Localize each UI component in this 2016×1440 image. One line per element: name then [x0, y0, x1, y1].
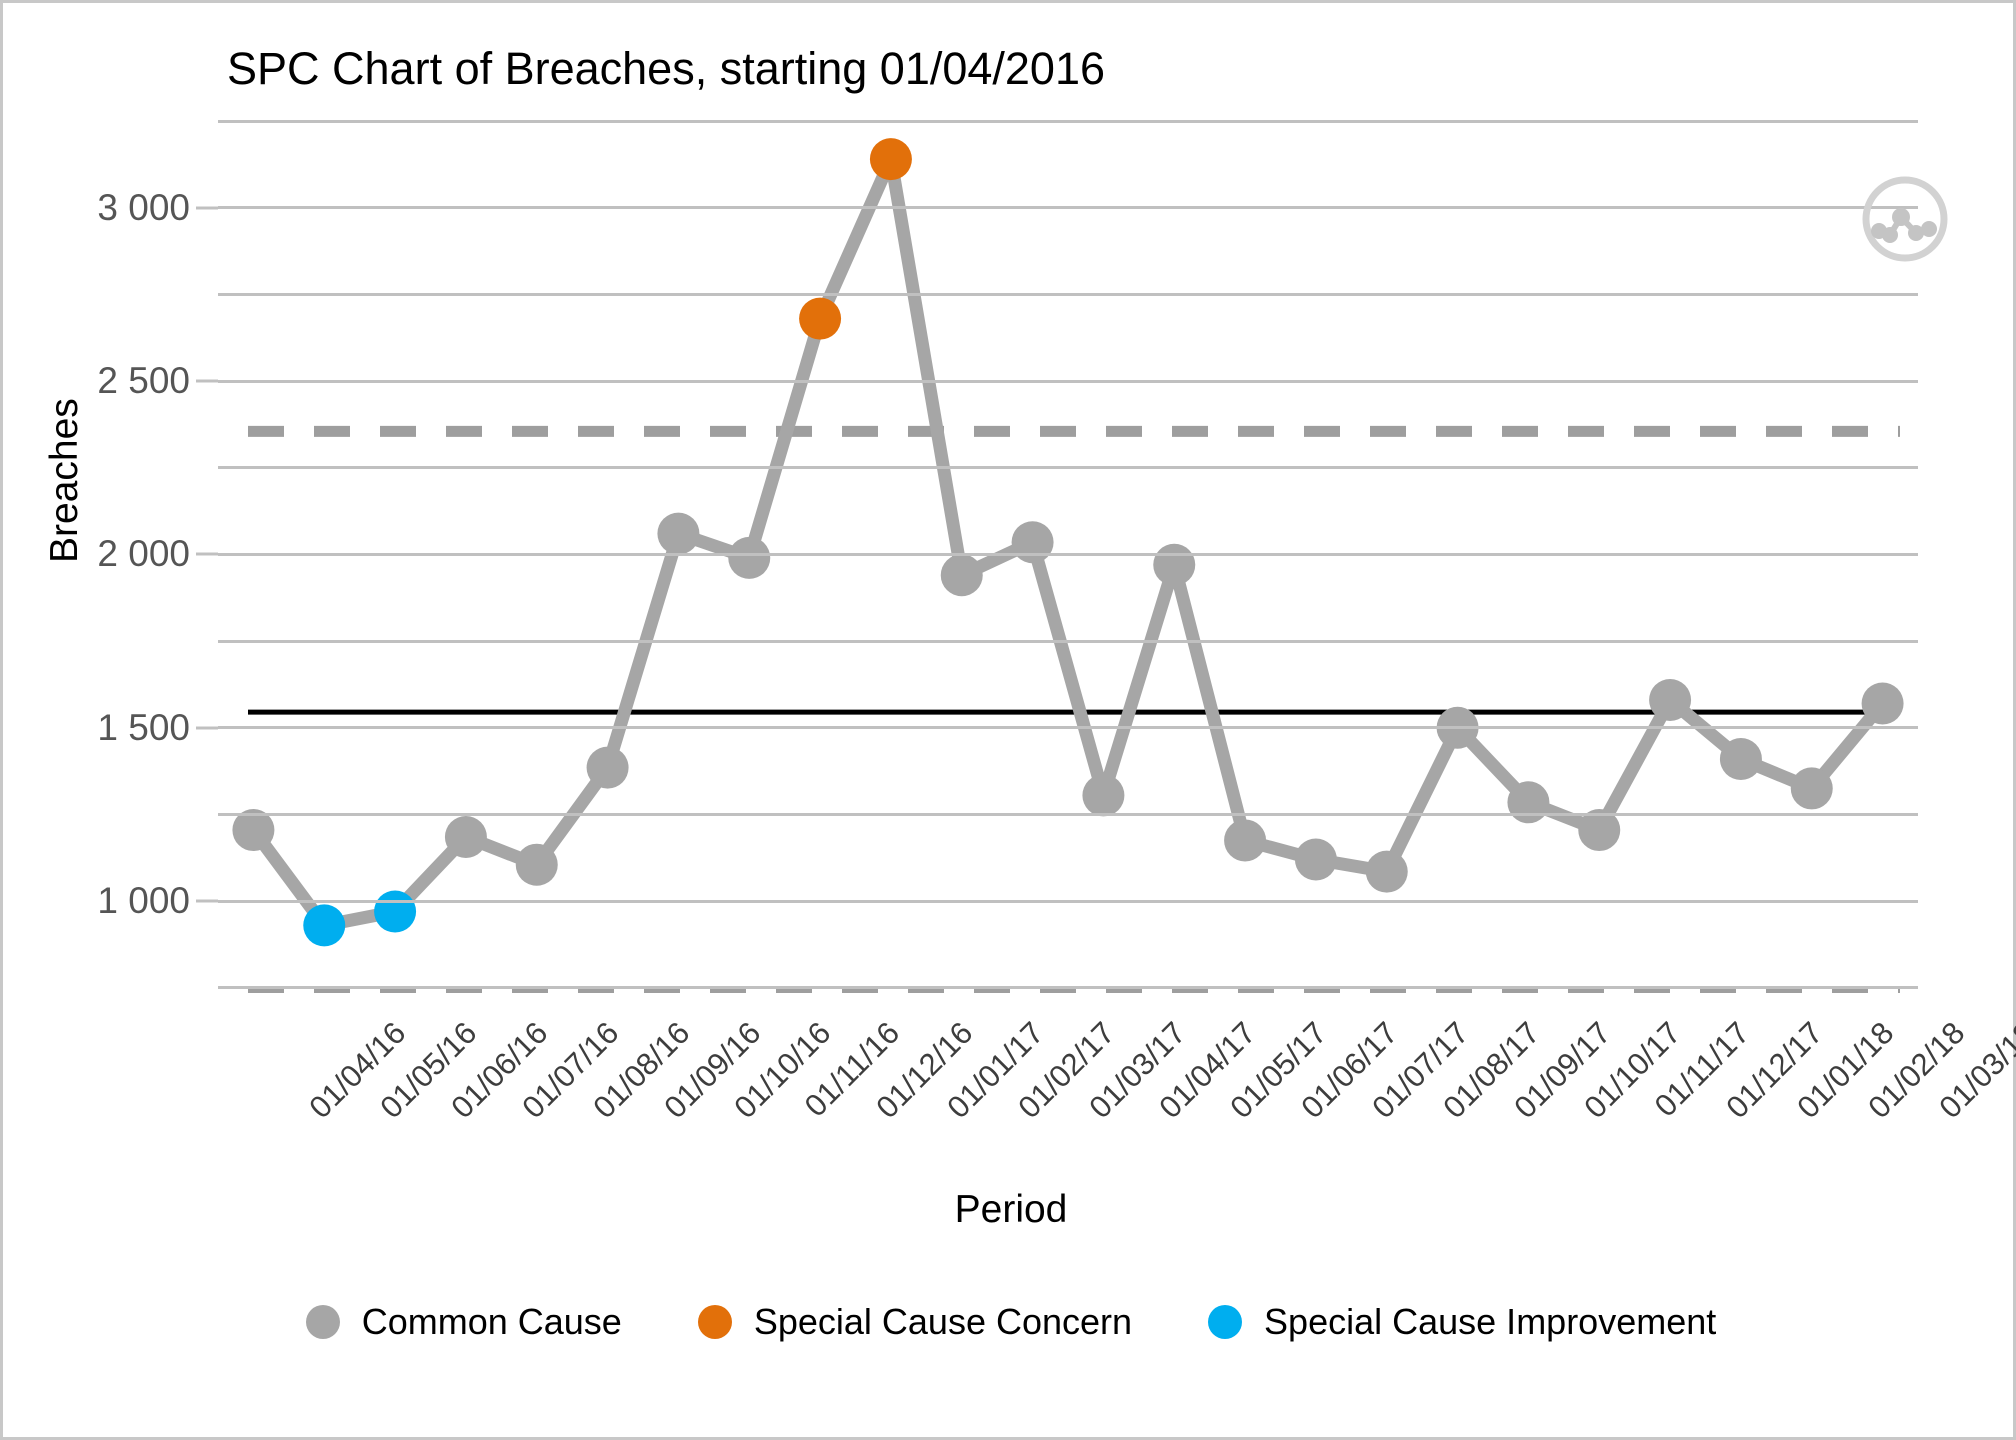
y-axis-tick-mark [196, 379, 218, 383]
y-axis-tick-mark [196, 552, 218, 556]
legend-label: Common Cause [361, 1301, 622, 1342]
legend-marker-icon [697, 1305, 732, 1339]
data-point-common[interactable] [728, 536, 771, 579]
gridline [218, 379, 1918, 383]
legend-item[interactable]: Special Cause Improvement [1208, 1301, 1716, 1343]
gridline [218, 119, 1918, 123]
gridline [218, 639, 1918, 643]
legend-label: Special Cause Improvement [1264, 1301, 1717, 1342]
spc-chart-logo-icon [1859, 173, 1951, 265]
series-line [246, 152, 1890, 932]
gridline [218, 899, 1918, 903]
y-axis-tick-mark [196, 899, 218, 903]
y-axis-tick-label: 1 500 [97, 706, 190, 748]
gridline [218, 812, 1918, 816]
legend-marker-icon [305, 1305, 340, 1339]
y-axis-tick-label: 1 000 [97, 880, 190, 922]
gridline [218, 206, 1918, 210]
data-point-common[interactable] [657, 512, 700, 555]
data-point-common[interactable] [444, 815, 487, 858]
data-point-common[interactable] [1507, 781, 1550, 824]
x-axis-title: Period [954, 1188, 1068, 1231]
data-point-improvement[interactable] [374, 890, 417, 933]
y-axis-tick-group: 1 000 1 500 2 000 2 500 3 000 [3, 121, 218, 993]
data-point-concern[interactable] [799, 297, 842, 340]
data-point-common[interactable] [1082, 774, 1125, 817]
data-point-common[interactable] [1224, 819, 1267, 862]
data-point-common[interactable] [1294, 838, 1337, 881]
legend: Common Cause Special Cause Concern Special… [3, 1301, 2016, 1343]
data-point-common[interactable] [232, 809, 275, 852]
data-point-common[interactable] [1153, 543, 1196, 586]
series-plot [232, 138, 1904, 993]
data-point-common[interactable] [1365, 850, 1408, 893]
plot-area [218, 119, 1918, 993]
data-point-common[interactable] [1861, 682, 1904, 725]
data-point-common[interactable] [1578, 809, 1621, 852]
data-point-common[interactable] [1719, 737, 1762, 780]
y-axis-tick-mark [196, 726, 218, 730]
gridline [218, 552, 1918, 556]
y-axis-tick-mark [196, 206, 218, 210]
legend-label: Special Cause Concern [753, 1301, 1133, 1342]
y-axis-tick-label: 2 500 [97, 360, 190, 402]
page-title: SPC Chart of Breaches, starting 01/04/20… [227, 43, 1106, 94]
data-point-common[interactable] [1649, 679, 1692, 722]
data-point-common[interactable] [515, 843, 558, 886]
data-point-concern[interactable] [869, 138, 912, 181]
data-point-common[interactable] [1011, 521, 1054, 564]
gridline [218, 466, 1918, 470]
legend-item[interactable]: Common Cause [305, 1301, 622, 1343]
gridline [218, 986, 1918, 990]
data-point-common[interactable] [586, 746, 629, 789]
data-point-improvement[interactable] [303, 904, 346, 947]
gridline [218, 726, 1918, 730]
data-point-common[interactable] [1790, 767, 1833, 810]
y-axis-tick-label: 3 000 [97, 186, 190, 228]
y-axis-tick-label: 2 000 [97, 533, 190, 575]
data-point-common[interactable] [940, 554, 983, 597]
gridline [218, 292, 1918, 296]
legend-marker-icon [1208, 1305, 1243, 1339]
legend-item[interactable]: Special Cause Concern [697, 1301, 1133, 1343]
